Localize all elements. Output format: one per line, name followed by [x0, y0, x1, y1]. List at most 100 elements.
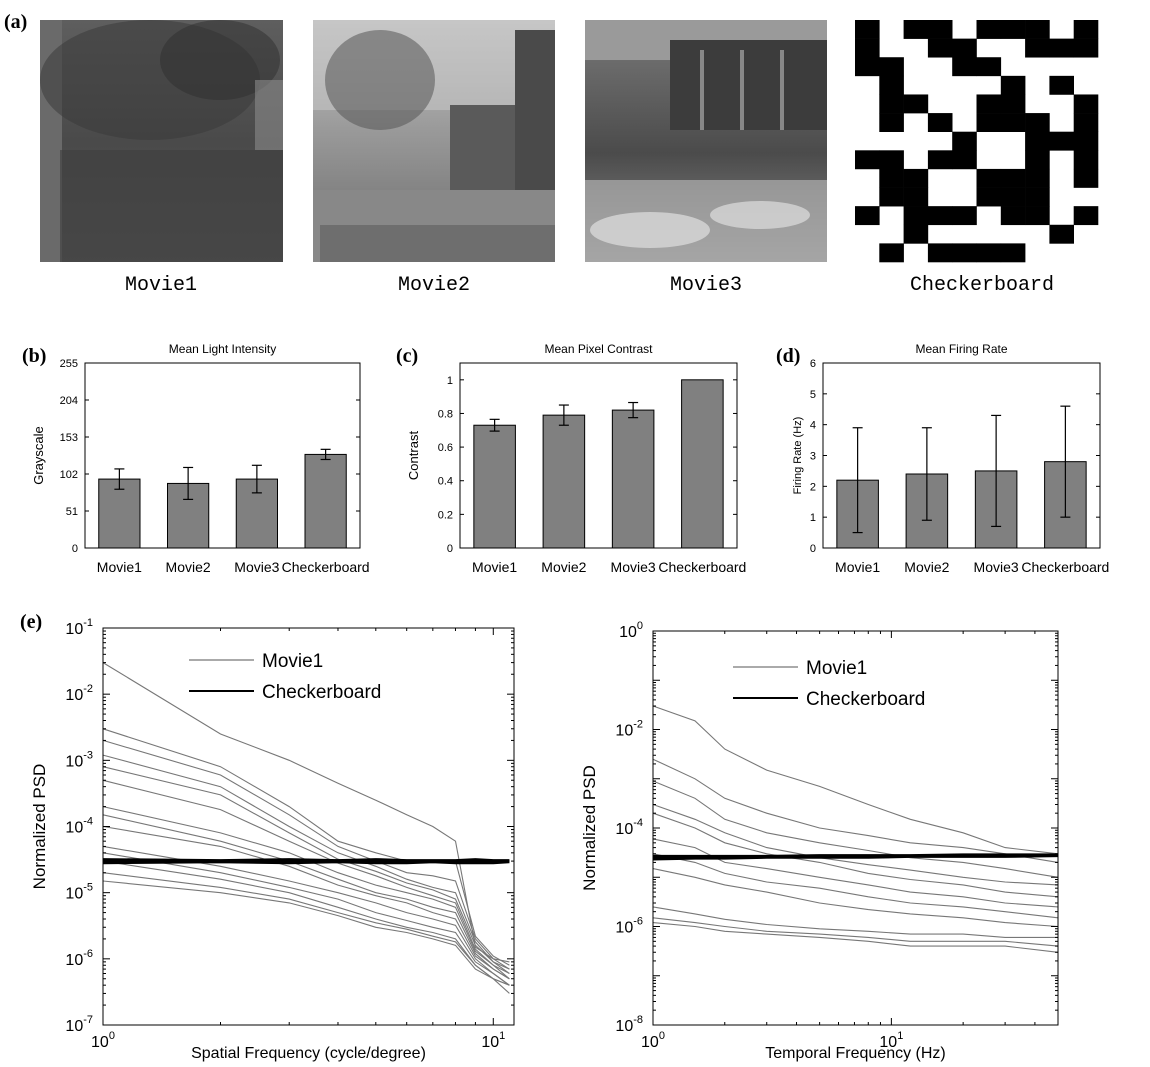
checker-cell: [952, 243, 977, 263]
panel-label-e: (e): [20, 611, 42, 633]
y-tick-label: 5: [810, 389, 816, 401]
chart-b: Mean Light Intensity 0 51 102 153 204 255 Grays…: [31, 342, 370, 575]
x-tick-label: 101: [481, 1030, 505, 1051]
y-tick-label: 0: [447, 543, 453, 555]
y-axis-label: Normalized PSD: [30, 764, 49, 890]
y-tick-label: 10-6: [615, 916, 643, 937]
checker-cell: [1073, 113, 1099, 132]
checker-cell: [1025, 113, 1050, 132]
x-tick-label: 100: [91, 1030, 115, 1051]
checker-cell: [1073, 94, 1099, 114]
checker-cell: [927, 150, 953, 170]
x-tick-label: Movie2: [904, 559, 949, 575]
legend-entry: Checkerboard: [806, 689, 925, 710]
y-tick-label: 0: [72, 543, 78, 555]
x-axis-label: Spatial Frequency (cycle/degree): [191, 1045, 426, 1062]
chart-title: Mean Pixel Contrast: [544, 342, 653, 356]
checker-cell: [1073, 20, 1099, 39]
y-tick-label: 10-5: [65, 882, 93, 903]
x-tick-label: Checkerboard: [1021, 559, 1109, 575]
series-line-checkerboard: [652, 854, 1059, 861]
x-tick-label: Movie1: [472, 559, 517, 575]
checker-cell: [976, 168, 1002, 188]
checker-cell: [903, 94, 929, 114]
bar: [473, 424, 516, 549]
checker-cell: [1049, 75, 1074, 95]
checker-cell: [855, 206, 880, 226]
checker-cell: [879, 168, 904, 188]
y-tick-label: 1: [447, 375, 453, 387]
checker-cell: [879, 75, 904, 95]
y-tick-label: 10-1: [65, 617, 93, 638]
x-axis-label: Temporal Frequency (Hz): [765, 1045, 946, 1062]
y-tick-label: 0.4: [438, 476, 453, 488]
panel-label-b: (b): [22, 345, 46, 367]
chart-c: Mean Pixel Contrast 0 0.2 0.4 0.6 0.8 1 Contras…: [406, 342, 746, 575]
y-tick-label: 1: [810, 512, 816, 524]
checker-cell: [927, 206, 953, 226]
bar: [98, 478, 141, 549]
y-tick-label: 10-7: [65, 1014, 93, 1035]
series-line-movie1: [102, 766, 510, 974]
y-tick-label: 2: [810, 481, 816, 493]
checker-cell: [952, 206, 977, 226]
y-tick-label: 0.6: [438, 442, 453, 454]
series-line-movie1: [652, 868, 1059, 928]
checker-cell: [1025, 206, 1050, 226]
checker-cell: [1025, 131, 1050, 151]
y-axis-label: Contrast: [406, 431, 421, 481]
x-tick-label: Movie3: [611, 559, 656, 575]
y-tick-label: 10-6: [65, 948, 93, 969]
series-line-movie1: [102, 728, 510, 966]
stimulus-movie1-image: [40, 20, 283, 262]
x-tick-label: 101: [879, 1030, 903, 1051]
checker-cell: [1073, 131, 1099, 151]
y-tick-label: 0: [810, 543, 816, 555]
checker-cell: [927, 20, 953, 39]
checker-cell: [1000, 206, 1026, 226]
series-line-movie1: [102, 872, 510, 986]
x-tick-label: Checkerboard: [282, 559, 370, 575]
stimulus-label-movie3: Movie3: [670, 274, 742, 297]
checker-cell: [1000, 243, 1026, 263]
checker-cell: [879, 243, 904, 263]
series-line-movie1: [102, 754, 510, 970]
checker-cell: [1000, 94, 1026, 114]
stimulus-label-movie2: Movie2: [398, 274, 470, 297]
checker-cell: [903, 187, 929, 207]
y-tick-label: 51: [66, 506, 78, 518]
bar: [304, 453, 347, 549]
checker-cell: [1000, 187, 1026, 207]
checker-cell: [1049, 131, 1074, 151]
series-line-movie1: [652, 758, 1059, 863]
panel-label-c: (c): [396, 345, 418, 367]
series-line-movie1: [102, 806, 510, 980]
checker-cell: [1025, 168, 1050, 188]
x-tick-label: Movie2: [166, 559, 211, 575]
checker-cell: [903, 168, 929, 188]
series-line-checkerboard: [102, 858, 510, 862]
y-axis-label: Grayscale: [31, 426, 46, 485]
y-tick-label: 6: [810, 358, 816, 370]
checker-cell: [927, 38, 953, 58]
y-tick-label: 0.2: [438, 509, 453, 521]
x-tick-label: Checkerboard: [658, 559, 746, 575]
checker-cell: [855, 57, 880, 77]
checker-cell: [1049, 224, 1074, 244]
bar: [611, 409, 655, 549]
checker-cell: [952, 38, 977, 58]
checker-cell: [1025, 187, 1050, 207]
checker-cell: [1073, 206, 1099, 226]
series-line-movie1: [652, 803, 1059, 886]
stimulus-movie3-image: [585, 20, 827, 262]
panel-label-a: (a): [4, 11, 27, 33]
chart-title: Mean Light Intensity: [169, 342, 276, 356]
series-line-checkerboard: [102, 860, 510, 865]
legend-entry: Movie1: [262, 651, 323, 672]
checker-cell: [1073, 150, 1099, 170]
checker-cell: [1025, 38, 1050, 58]
y-axis-label: Normalized PSD: [580, 765, 599, 891]
checker-cell: [903, 206, 929, 226]
series-line-movie1: [102, 852, 510, 986]
y-tick-label: 10-3: [65, 749, 93, 770]
